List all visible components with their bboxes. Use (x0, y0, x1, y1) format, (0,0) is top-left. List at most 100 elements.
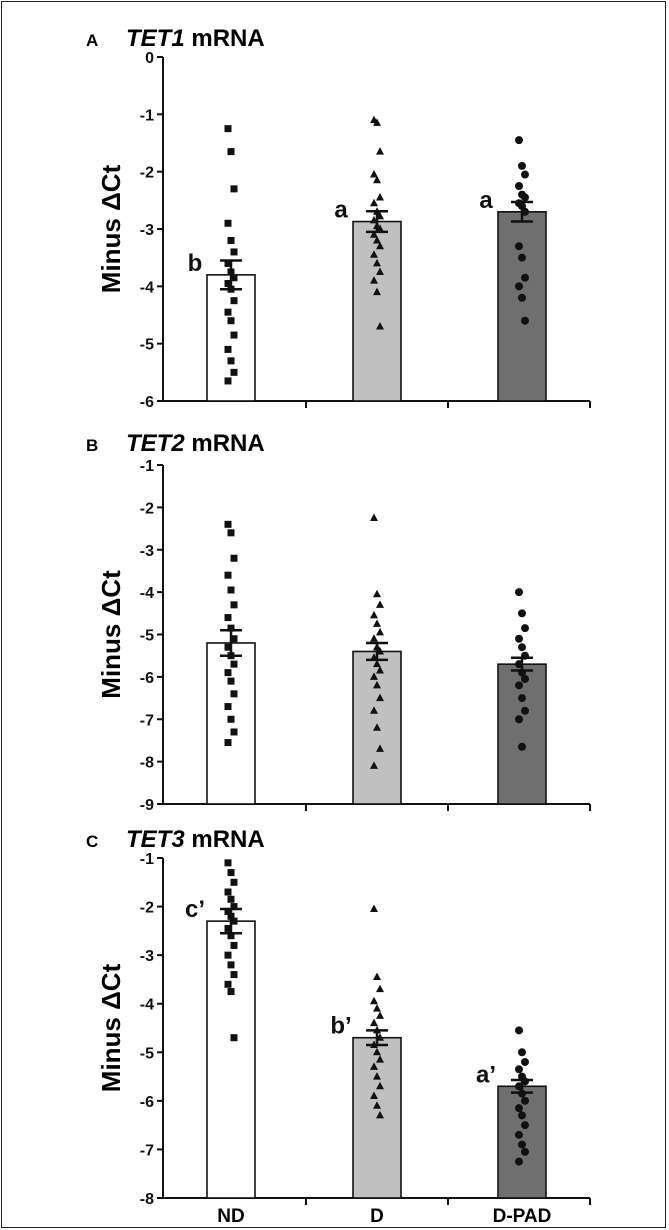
data-point (515, 681, 523, 690)
data-point (227, 357, 235, 365)
data-point (227, 932, 235, 940)
data-point (230, 903, 238, 911)
bar-d-pad (497, 211, 547, 402)
data-point (376, 1081, 384, 1090)
data-point (227, 895, 235, 903)
data-point (370, 610, 378, 619)
data-point (376, 666, 384, 674)
panel-label: A (86, 31, 98, 50)
y-tick-label: -3 (140, 543, 154, 560)
data-point (230, 1034, 238, 1042)
y-tick-label: -7 (140, 712, 154, 729)
gene-name: TET2 (126, 430, 185, 457)
data-point (227, 624, 235, 632)
data-point (230, 274, 238, 282)
data-point (370, 904, 378, 912)
data-point (230, 554, 238, 562)
significance-label: b’ (330, 1013, 351, 1040)
data-point (370, 706, 378, 714)
data-point (373, 1072, 381, 1080)
data-point (518, 1111, 526, 1120)
data-point (224, 888, 232, 896)
y-tick-label: -4 (140, 585, 154, 602)
data-point (376, 600, 384, 608)
significance-label: a’ (476, 1061, 496, 1088)
data-point (521, 316, 529, 325)
data-point (224, 520, 232, 528)
data-point (515, 1157, 523, 1166)
data-point (370, 761, 378, 769)
data-point (521, 1121, 529, 1130)
data-point (230, 297, 238, 305)
data-point (376, 1110, 384, 1119)
data-point (515, 1130, 523, 1139)
data-point (518, 694, 526, 703)
data-point (224, 614, 232, 622)
data-point (515, 588, 523, 597)
data-point (373, 972, 381, 980)
data-point (521, 193, 529, 202)
data-point (230, 728, 238, 736)
data-point (230, 917, 238, 925)
significance-label: a (479, 187, 493, 214)
data-point (373, 1004, 381, 1012)
y-axis-label: Minus ΔCt (96, 164, 126, 293)
data-point (376, 1055, 384, 1063)
data-point (521, 1147, 529, 1156)
data-point (376, 267, 384, 275)
data-point (230, 660, 238, 668)
data-point (515, 1026, 523, 1035)
data-point (370, 634, 378, 642)
data-point (230, 601, 238, 609)
data-point (370, 276, 378, 284)
data-point (370, 672, 378, 680)
data-point (370, 513, 378, 521)
data-point (518, 643, 526, 652)
y-tick-label: -6 (140, 670, 154, 687)
title-suffix: mRNA (185, 430, 265, 457)
y-tick-label: -1 (140, 458, 154, 475)
data-point (224, 703, 232, 711)
data-point (370, 996, 378, 1005)
panel-label: C (86, 832, 98, 851)
data-point (521, 1096, 529, 1105)
data-point (224, 924, 232, 932)
data-point (227, 529, 235, 537)
chart-panel-b: B TET2 mRNA Minus ΔCt -1 -2 -3 -4 -5 -6 -7 -8 -9 (86, 430, 591, 814)
data-point (373, 235, 381, 244)
data-point (224, 377, 232, 385)
panel-title: TET3 mRNA (126, 826, 265, 853)
data-point (230, 331, 238, 339)
y-tick-label: -2 (140, 900, 154, 917)
data-point (224, 345, 232, 353)
data-point (224, 980, 232, 988)
data-point (224, 643, 232, 651)
panel-title: TET2 mRNA (126, 430, 265, 457)
data-point (370, 1018, 378, 1027)
data-point (521, 624, 529, 633)
data-point (518, 1048, 526, 1057)
y-axis-label: Minus ΔCt (96, 963, 126, 1092)
data-point (227, 236, 235, 244)
data-point (370, 230, 378, 238)
data-point (230, 185, 238, 193)
data-point (521, 170, 529, 179)
y-axis-label: Minus ΔCt (96, 570, 126, 699)
data-point (230, 248, 238, 256)
data-point (227, 715, 235, 723)
data-point (515, 242, 523, 251)
data-point (376, 693, 384, 702)
data-point (521, 273, 529, 282)
data-point (521, 674, 529, 683)
data-point (518, 742, 526, 751)
data-point (373, 287, 381, 296)
data-point (373, 619, 381, 627)
data-point (230, 878, 238, 886)
data-point (370, 170, 378, 178)
data-point (373, 118, 381, 126)
data-point (515, 634, 523, 643)
data-point (373, 1101, 381, 1109)
chart-panel-a: A TET1 mRNA Minus ΔCt 0 -1 -2 -3 -4 -5 -6 b a a (86, 25, 591, 411)
y-tick-label: -3 (140, 222, 154, 239)
